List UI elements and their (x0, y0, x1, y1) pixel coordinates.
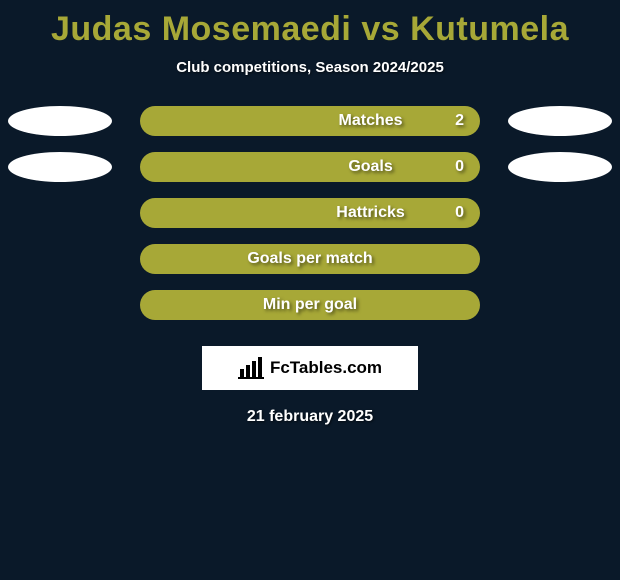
stat-bar-min-per-goal: Min per goal (140, 290, 480, 320)
stat-row: Goals 0 (0, 152, 620, 198)
stat-value: 0 (455, 158, 464, 176)
right-oval (508, 152, 612, 182)
stat-value: 2 (455, 112, 464, 130)
stat-row: Goals per match (0, 244, 620, 290)
stat-bar-goals: Goals 0 (140, 152, 480, 182)
stat-row: Hattricks 0 (0, 198, 620, 244)
page-title: Judas Mosemaedi vs Kutumela (0, 0, 620, 49)
stats-container: Matches 2 Goals 0 Hattricks 0 Goals per … (0, 106, 620, 336)
stat-bar-hattricks: Hattricks 0 (140, 198, 480, 228)
date-text: 21 february 2025 (0, 408, 620, 426)
stat-row: Min per goal (0, 290, 620, 336)
page-subtitle: Club competitions, Season 2024/2025 (0, 59, 620, 76)
left-oval (8, 106, 112, 136)
stat-label: Hattricks (336, 204, 404, 222)
stat-row: Matches 2 (0, 106, 620, 152)
stat-label: Min per goal (263, 296, 357, 314)
bar-chart-icon (238, 357, 264, 379)
logo-box: FcTables.com (202, 346, 418, 390)
right-oval (508, 106, 612, 136)
left-oval (8, 152, 112, 182)
stat-label: Goals per match (247, 250, 372, 268)
stat-bar-matches: Matches 2 (140, 106, 480, 136)
stat-label: Goals (348, 158, 392, 176)
stat-value: 0 (455, 204, 464, 222)
stat-bar-goals-per-match: Goals per match (140, 244, 480, 274)
stat-label: Matches (339, 112, 403, 130)
logo-text: FcTables.com (270, 358, 382, 378)
